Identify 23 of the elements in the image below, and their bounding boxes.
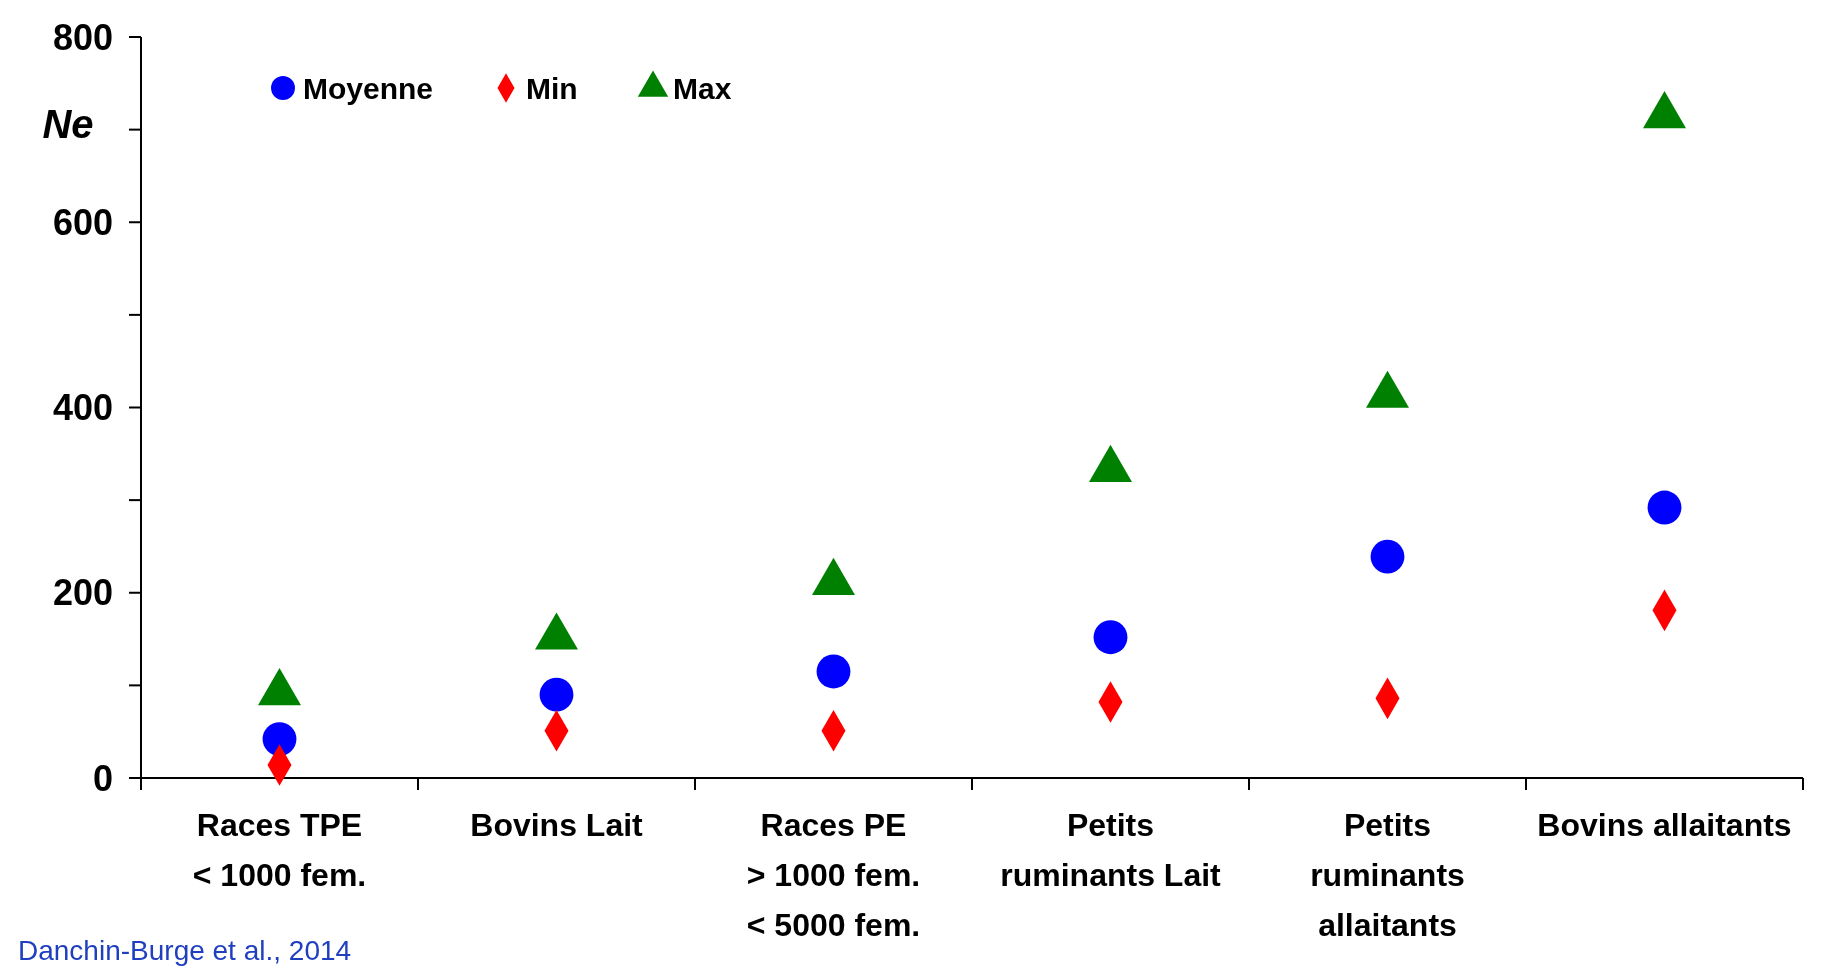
y-tick-label: 800 [52,16,113,58]
point [1647,490,1682,525]
point [1093,620,1128,655]
legend-label: Moyenne [303,71,434,105]
y-axis-title: Ne [42,102,94,146]
point [1370,539,1405,574]
point [262,722,297,756]
x-tick-label: Petits ruminants allaitants [1310,807,1465,943]
x-tick-label: Bovins Lait [470,807,644,843]
y-tick-label: 0 [92,757,113,799]
legend-label: Min [526,71,578,105]
y-tick-label: 600 [52,201,113,243]
y-tick-label: 200 [52,572,113,614]
point [816,654,851,689]
y-tick-label: 400 [52,387,113,429]
text: Danchin-Burge et al., 2014 [18,935,352,966]
point [539,677,574,712]
x-tick-label: Bovins allaitants [1537,807,1792,843]
x-tick-label: Races TPE < 1000 fem. [192,807,367,893]
x-tick-label: Petits ruminants Lait [1000,807,1222,893]
x-tick-label: Races PE > 1000 fem. < 5000 fem. [746,807,921,943]
point [1643,90,1686,129]
legend-label: Max [673,71,732,105]
